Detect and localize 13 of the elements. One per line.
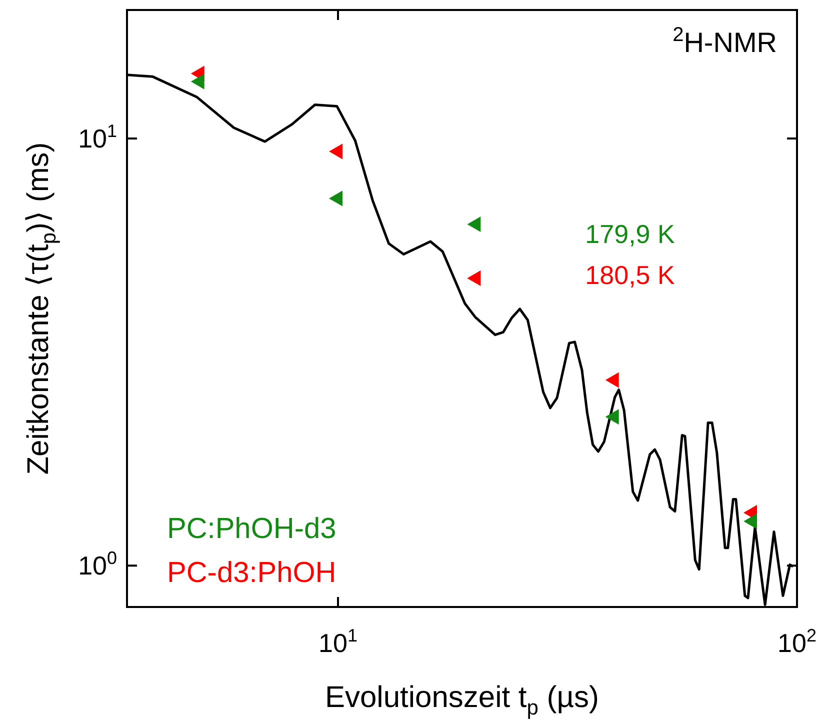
point [468,270,481,286]
annotation: 180,5 K [585,260,676,290]
annotation: 179,9 K [585,219,676,249]
point [329,144,342,159]
point [744,514,758,529]
y-axis-title: Zeitkonstante ⟨τ(tp)⟩ (ms) [22,142,60,475]
point [329,191,342,206]
text: PC-d3:PhOH [167,557,336,589]
point [191,74,204,89]
point [606,409,619,424]
text: PC:PhOH-d3 [167,513,336,545]
point [468,216,481,232]
point [606,372,619,388]
